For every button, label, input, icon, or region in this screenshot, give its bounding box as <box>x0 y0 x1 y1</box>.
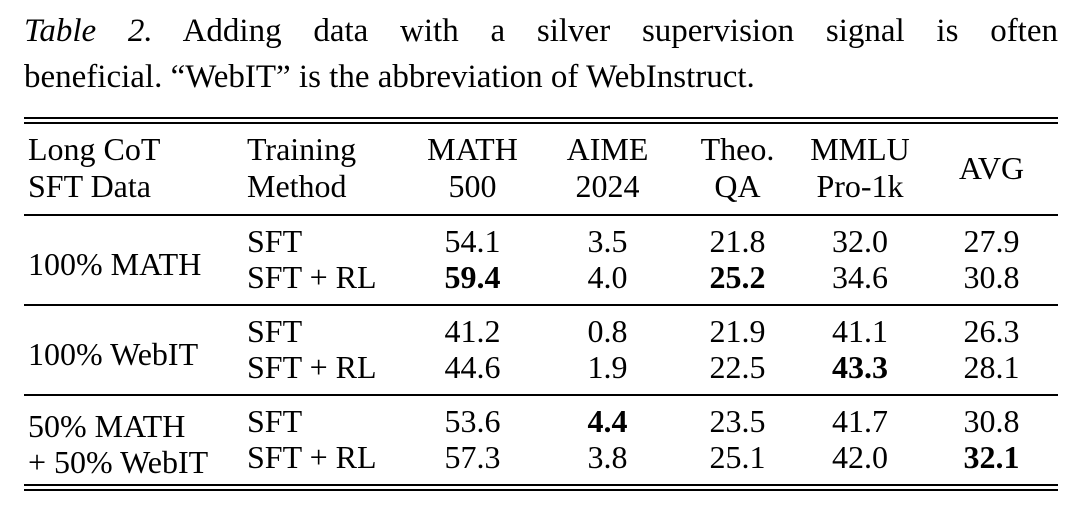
group-100-webit: 100% WebIT SFT 41.2 0.8 21.9 41.1 26.3 S… <box>24 304 1058 395</box>
group-100-math: 100% MATH SFT 54.1 3.5 21.8 32.0 27.9 SF… <box>24 215 1058 305</box>
value-cell: 57.3 <box>410 439 535 491</box>
value-cell: 4.0 <box>587 259 628 295</box>
method-cell: SFT <box>240 304 410 349</box>
value-cell: 25.2 <box>709 259 766 295</box>
value-cell: 30.8 <box>963 259 1020 295</box>
group-label: 100% WebIT <box>24 304 240 395</box>
col-header-math500: MATH 500 <box>410 117 535 216</box>
value-cell: 41.7 <box>795 394 925 439</box>
method-cell: SFT + RL <box>247 259 377 295</box>
method-cell: SFT + RL <box>240 439 410 491</box>
value-cell: 41.1 <box>795 304 925 349</box>
value-cell: 22.5 <box>709 349 766 385</box>
group-label: 100% MATH <box>28 245 202 282</box>
value-cell: 4.4 <box>535 394 680 439</box>
value-cell: 3.5 <box>587 223 628 259</box>
method-cell: SFT + RL <box>247 349 377 385</box>
col-header-aime2024: AIME 2024 <box>535 117 680 216</box>
table-caption: Table 2. Adding data with a silver super… <box>24 8 1058 100</box>
value-cell: 32.0 <box>832 223 888 259</box>
results-table: Long CoT SFT Data Training Method MATH 5… <box>24 117 1058 491</box>
value-cell: 23.5 <box>680 394 795 439</box>
method-cell: SFT <box>240 394 410 439</box>
table-row: 50% MATH + 50% WebIT SFT 53.6 4.4 23.5 4… <box>24 394 1058 491</box>
caption-table-number: Table 2. <box>24 13 153 49</box>
value-cell: 44.6 <box>444 349 501 385</box>
value-cell: 34.6 <box>832 259 888 295</box>
caption-text-line2: beneficial. “WebIT” is the abbreviation … <box>24 59 755 95</box>
table-row: 100% MATH SFT 54.1 3.5 21.8 32.0 27.9 <box>24 215 1058 282</box>
value-cell: 43.3 <box>832 349 888 385</box>
col-header-avg: AVG <box>925 117 1058 216</box>
col-header-mmlu-pro1k: MMLU Pro-1k <box>795 117 925 216</box>
value-cell: 32.1 <box>925 439 1058 491</box>
value-cell: 59.4 <box>444 259 501 295</box>
value-cell: 53.6 <box>410 394 535 439</box>
value-cell: 25.1 <box>680 439 795 491</box>
value-cell: 21.8 <box>709 223 766 259</box>
value-cell: 41.2 <box>410 304 535 349</box>
table-row: 100% WebIT SFT 41.2 0.8 21.9 41.1 26.3 <box>24 304 1058 395</box>
col-header-theoqa: Theo. QA <box>680 117 795 216</box>
value-cell: 21.9 <box>680 304 795 349</box>
value-cell: 26.3 <box>925 304 1058 349</box>
value-cell: 28.1 <box>963 349 1020 385</box>
table-row: SFT + RL 57.3 3.8 25.1 42.0 32.1 <box>24 439 1058 491</box>
table-row: SFT + RL 59.4 4.0 25.2 34.6 30.8 <box>24 259 1058 305</box>
value-cell: 27.9 <box>963 223 1020 259</box>
group-50-math-50-webit: 50% MATH + 50% WebIT SFT 53.6 4.4 23.5 4… <box>24 394 1058 491</box>
value-cell: 3.8 <box>535 439 680 491</box>
method-cell: SFT <box>247 223 303 259</box>
value-cell: 54.1 <box>444 223 501 259</box>
value-cell: 1.9 <box>587 349 628 385</box>
value-cell: 42.0 <box>795 439 925 491</box>
caption-line-1: Table 2. Adding data with a silver super… <box>24 8 1058 54</box>
col-header-training-method: Training Method <box>240 117 410 216</box>
value-cell: 30.8 <box>925 394 1058 439</box>
table-row: SFT + RL 44.6 1.9 22.5 43.3 28.1 <box>24 349 1058 395</box>
caption-text-line1: Adding data with a silver supervision si… <box>182 13 1058 49</box>
group-label: 50% MATH + 50% WebIT <box>24 394 240 491</box>
col-header-sft-data: Long CoT SFT Data <box>24 117 240 216</box>
value-cell: 0.8 <box>535 304 680 349</box>
table-header: Long CoT SFT Data Training Method MATH 5… <box>24 117 1058 216</box>
